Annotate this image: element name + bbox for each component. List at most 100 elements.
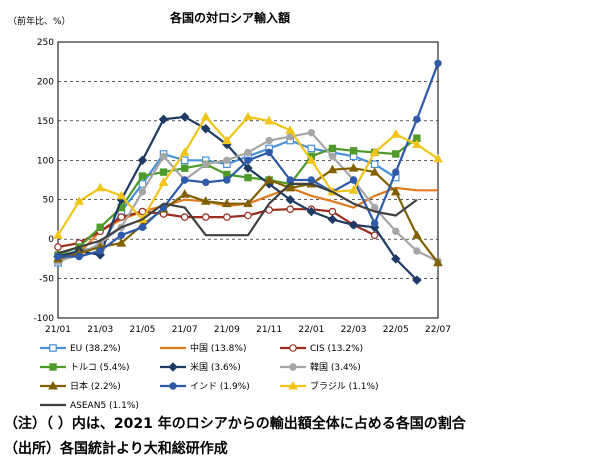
data-point bbox=[117, 231, 126, 239]
y-tick-label: -100 bbox=[34, 314, 55, 324]
y-tick-label: 200 bbox=[37, 77, 54, 87]
legend-item: トルコ (5.4%) bbox=[40, 363, 130, 373]
data-point bbox=[307, 144, 316, 153]
data-point bbox=[369, 147, 380, 156]
data-point bbox=[327, 164, 338, 174]
data-point bbox=[180, 156, 189, 165]
legend-label: EU (38.2%) bbox=[70, 344, 121, 354]
legend-label: 中国 (13.8%) bbox=[190, 342, 246, 354]
data-point bbox=[392, 168, 400, 176]
data-point bbox=[307, 176, 316, 184]
data-point bbox=[243, 111, 253, 121]
legend-marker bbox=[289, 344, 297, 352]
data-point bbox=[412, 230, 422, 239]
data-point bbox=[307, 128, 316, 137]
x-tick-label: 22/07 bbox=[425, 325, 451, 335]
data-point bbox=[244, 156, 252, 164]
data-point bbox=[413, 115, 421, 123]
data-point bbox=[349, 147, 358, 155]
data-point bbox=[392, 227, 400, 235]
x-tick-label: 21/03 bbox=[87, 325, 113, 335]
data-point bbox=[244, 148, 252, 157]
series-5 bbox=[53, 112, 422, 285]
chart-title: 各国の対ロシア輸入額 bbox=[169, 10, 290, 25]
series-10 bbox=[57, 182, 418, 255]
data-point bbox=[433, 257, 443, 267]
data-point bbox=[412, 275, 422, 285]
legend-marker bbox=[168, 362, 178, 372]
legend-marker bbox=[48, 380, 58, 390]
data-point bbox=[138, 180, 147, 188]
data-point bbox=[180, 164, 189, 172]
data-point bbox=[285, 195, 295, 205]
legend-marker bbox=[49, 344, 57, 352]
data-point bbox=[138, 172, 147, 180]
data-point bbox=[159, 168, 168, 176]
data-point bbox=[285, 182, 296, 192]
x-tick-label: 22/01 bbox=[298, 325, 324, 335]
data-point bbox=[348, 185, 359, 194]
y-tick-label: 150 bbox=[37, 117, 54, 127]
data-point bbox=[95, 182, 106, 192]
legend-item: ブラジル (1.1%) bbox=[280, 380, 379, 392]
data-point bbox=[286, 205, 295, 213]
data-point bbox=[392, 150, 400, 158]
data-point bbox=[96, 223, 104, 232]
legend-label: ブラジル (1.1%) bbox=[310, 380, 379, 392]
data-point bbox=[53, 230, 63, 239]
legend-marker bbox=[49, 363, 57, 371]
x-tick-label: 22/05 bbox=[383, 325, 409, 335]
legend-item: 韓国 (3.4%) bbox=[280, 362, 361, 373]
data-point bbox=[285, 125, 296, 134]
legend-marker bbox=[288, 380, 298, 390]
data-point bbox=[327, 214, 338, 225]
legend: EU (38.2%) 中国 (13.8%) CIS (13.2%) トルコ (5.4%… bbox=[40, 342, 379, 410]
x-tick-label: 21/07 bbox=[172, 325, 198, 335]
data-point bbox=[264, 174, 274, 184]
data-point bbox=[412, 139, 422, 149]
data-point bbox=[306, 206, 317, 217]
y-tick-label: 50 bbox=[43, 196, 55, 206]
data-point bbox=[286, 176, 294, 184]
plot-area: -100 -50 0 50 100 150 200 250 21/01 21/03 21/05 21/… bbox=[34, 38, 451, 335]
data-point bbox=[54, 252, 62, 261]
data-point bbox=[202, 178, 210, 187]
data-point bbox=[202, 160, 210, 168]
data-point bbox=[54, 243, 62, 251]
data-point bbox=[137, 155, 148, 165]
x-tick-label: 22/03 bbox=[341, 325, 367, 335]
legend-item: 日本 (2.2%) bbox=[40, 380, 121, 392]
legend-label: CIS (13.2%) bbox=[310, 344, 363, 354]
data-point bbox=[74, 196, 84, 205]
legend-label: ASEAN5 (1.1%) bbox=[70, 401, 139, 410]
data-point bbox=[159, 152, 168, 161]
y-tick-label: -50 bbox=[39, 275, 54, 285]
unit-label: （前年比、%） bbox=[8, 15, 71, 27]
legend-label: トルコ (5.4%) bbox=[70, 363, 130, 373]
y-tick-label: 0 bbox=[48, 235, 54, 245]
legend-item: 米国 (3.6%) bbox=[160, 361, 241, 373]
legend-label: 韓国 (3.4%) bbox=[310, 362, 361, 373]
data-point bbox=[243, 163, 253, 173]
series-8 bbox=[54, 59, 442, 261]
data-point bbox=[390, 186, 401, 196]
data-point bbox=[243, 198, 253, 208]
data-point bbox=[348, 163, 359, 172]
data-point bbox=[116, 190, 127, 200]
data-point bbox=[180, 176, 189, 184]
data-point bbox=[369, 167, 380, 176]
legend-label: インド (1.9%) bbox=[190, 382, 250, 392]
data-point bbox=[222, 198, 232, 208]
legend-item: 中国 (13.8%) bbox=[160, 342, 246, 354]
y-tick-label: 250 bbox=[37, 38, 54, 48]
x-tick-label: 21/09 bbox=[214, 325, 240, 335]
data-point bbox=[391, 254, 401, 264]
data-point bbox=[370, 160, 379, 169]
data-point bbox=[222, 135, 232, 145]
data-point bbox=[370, 219, 379, 228]
data-point bbox=[328, 207, 337, 216]
data-point bbox=[96, 247, 104, 255]
data-point bbox=[223, 156, 231, 164]
chart: 各国の対ロシア輸入額 （前年比、%） -100 -50 0 50 100 150 200 25… bbox=[8, 10, 451, 410]
data-point bbox=[223, 213, 231, 221]
